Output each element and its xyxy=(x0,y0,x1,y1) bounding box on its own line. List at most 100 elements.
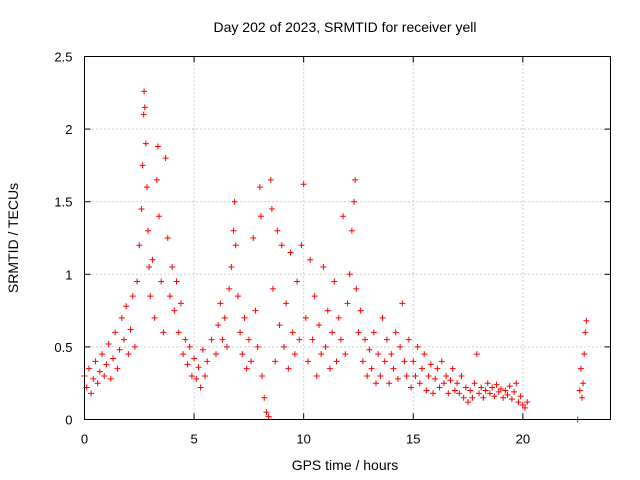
data-point xyxy=(412,372,419,379)
data-point xyxy=(199,346,206,353)
data-point xyxy=(120,336,127,343)
data-point xyxy=(399,300,406,307)
data-point xyxy=(460,394,467,401)
data-points xyxy=(81,88,590,423)
data-point xyxy=(579,394,586,401)
data-point xyxy=(136,242,143,249)
data-point xyxy=(116,346,123,353)
data-point xyxy=(355,329,362,336)
data-point xyxy=(370,329,377,336)
data-point xyxy=(329,329,336,336)
data-point xyxy=(213,351,219,358)
data-point xyxy=(101,372,108,379)
data-point xyxy=(195,364,202,371)
data-point xyxy=(186,343,193,350)
data-point xyxy=(268,205,275,212)
data-point xyxy=(352,176,359,183)
data-point xyxy=(445,390,452,397)
data-point xyxy=(188,372,195,379)
data-point xyxy=(386,380,393,387)
data-point xyxy=(489,384,496,391)
data-point xyxy=(145,227,152,234)
data-point xyxy=(524,399,531,406)
data-point xyxy=(414,343,421,350)
data-point xyxy=(127,326,134,333)
data-point xyxy=(99,351,106,358)
data-point xyxy=(280,343,287,350)
data-point xyxy=(114,365,121,372)
data-point xyxy=(583,317,590,324)
data-point xyxy=(522,404,529,411)
data-point xyxy=(454,380,461,387)
axis-ticks: 0 5 10 15 20 0 0.5 1 1.5 2 2.5 xyxy=(54,50,611,447)
data-point xyxy=(394,375,401,382)
data-point xyxy=(375,351,382,358)
data-point xyxy=(340,213,347,220)
data-point xyxy=(289,329,296,336)
data-point xyxy=(427,361,434,368)
data-point xyxy=(142,140,149,147)
data-point xyxy=(357,307,364,314)
data-point xyxy=(228,264,235,271)
y-axis-label: SRMTID / TECUs xyxy=(5,183,21,293)
data-point xyxy=(234,293,241,300)
data-point xyxy=(300,181,307,188)
data-point xyxy=(390,365,397,372)
data-point xyxy=(197,384,204,391)
x-axis-label: GPS time / hours xyxy=(292,457,399,473)
data-point xyxy=(171,307,178,314)
data-point xyxy=(141,88,148,95)
data-point xyxy=(351,198,358,205)
data-point xyxy=(484,380,491,387)
data-point xyxy=(342,351,349,358)
data-point xyxy=(311,293,318,300)
data-point xyxy=(231,198,238,205)
data-point xyxy=(256,184,263,191)
data-point xyxy=(423,387,430,394)
data-point xyxy=(359,358,366,365)
data-point xyxy=(313,372,320,379)
data-point xyxy=(141,104,148,111)
data-point xyxy=(191,355,198,362)
data-point xyxy=(160,329,167,336)
data-point xyxy=(362,336,369,343)
data-point xyxy=(138,205,145,212)
data-point xyxy=(118,314,125,321)
data-point xyxy=(263,409,270,416)
data-point xyxy=(239,351,246,358)
data-point xyxy=(449,365,456,372)
data-point xyxy=(232,242,239,249)
data-point xyxy=(504,391,511,398)
data-point xyxy=(581,351,588,358)
data-point xyxy=(577,365,584,372)
data-point xyxy=(408,384,415,391)
data-point xyxy=(346,271,353,278)
data-point xyxy=(322,343,329,350)
data-point xyxy=(85,365,92,372)
y-tick-label: 0.5 xyxy=(54,340,72,355)
data-point xyxy=(274,227,281,234)
data-point xyxy=(123,303,130,310)
data-point xyxy=(432,375,439,382)
y-tick-label: 2 xyxy=(65,122,72,137)
data-point xyxy=(379,314,386,321)
data-point xyxy=(436,384,443,391)
data-point xyxy=(166,293,173,300)
data-point xyxy=(438,358,445,365)
x-tick-label: 15 xyxy=(406,432,420,447)
data-point xyxy=(353,285,360,292)
data-point xyxy=(476,390,482,397)
data-point xyxy=(285,365,292,372)
data-point xyxy=(156,213,163,220)
data-point xyxy=(298,242,305,249)
data-point xyxy=(333,358,340,365)
data-point xyxy=(257,213,264,220)
data-point xyxy=(451,387,458,394)
data-point xyxy=(316,322,323,329)
data-point xyxy=(337,336,344,343)
data-point xyxy=(272,358,279,365)
data-point xyxy=(90,375,97,382)
data-point xyxy=(511,388,518,395)
data-point xyxy=(392,329,399,336)
